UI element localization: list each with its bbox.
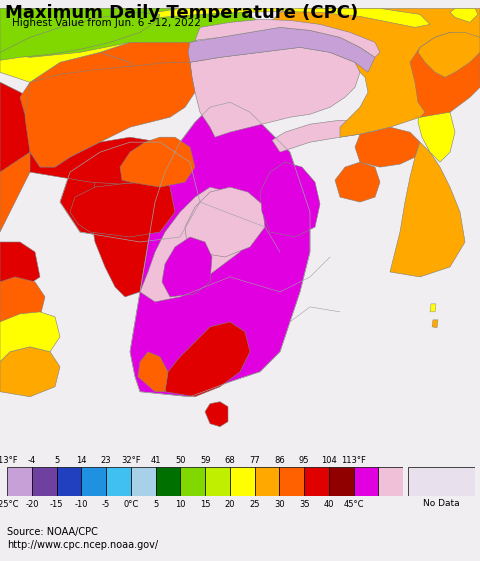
Bar: [180, 467, 205, 496]
Text: 14: 14: [76, 456, 87, 465]
Text: No Data: No Data: [423, 499, 460, 508]
Polygon shape: [100, 38, 210, 102]
Text: -25°C: -25°C: [0, 500, 19, 509]
Polygon shape: [0, 8, 260, 57]
Bar: [255, 467, 279, 496]
Polygon shape: [25, 62, 195, 167]
Bar: [57, 467, 82, 496]
Polygon shape: [410, 33, 480, 117]
Text: -4: -4: [28, 456, 36, 465]
Polygon shape: [260, 162, 320, 237]
Text: -10: -10: [75, 500, 88, 509]
Text: 68: 68: [225, 456, 235, 465]
Text: Highest Value from Jun. 6 - 12, 2022: Highest Value from Jun. 6 - 12, 2022: [12, 18, 201, 28]
Polygon shape: [418, 33, 480, 77]
Polygon shape: [355, 127, 420, 167]
Bar: [230, 467, 255, 496]
Polygon shape: [0, 277, 45, 327]
Polygon shape: [418, 92, 455, 162]
Polygon shape: [270, 8, 480, 137]
Bar: [304, 467, 329, 496]
Text: -20: -20: [25, 500, 39, 509]
Text: 35: 35: [299, 500, 310, 509]
Polygon shape: [432, 320, 438, 328]
Text: 30: 30: [274, 500, 285, 509]
Text: 25: 25: [250, 500, 260, 509]
Polygon shape: [90, 157, 160, 297]
Text: 95: 95: [299, 456, 310, 465]
Polygon shape: [0, 82, 40, 232]
Polygon shape: [20, 52, 140, 132]
Polygon shape: [0, 82, 40, 172]
Polygon shape: [120, 137, 195, 187]
Text: 5: 5: [153, 500, 158, 509]
Polygon shape: [450, 8, 478, 22]
Text: 5: 5: [54, 456, 60, 465]
Bar: [354, 467, 378, 496]
Polygon shape: [190, 47, 360, 137]
Polygon shape: [70, 172, 175, 237]
Polygon shape: [195, 20, 380, 57]
Bar: [7, 467, 32, 496]
Text: 23: 23: [101, 456, 111, 465]
Bar: [329, 467, 354, 496]
Polygon shape: [130, 102, 310, 397]
Polygon shape: [430, 304, 436, 312]
Text: 113°F: 113°F: [341, 456, 366, 465]
Text: 104: 104: [321, 456, 337, 465]
Bar: [106, 467, 131, 496]
Polygon shape: [0, 8, 250, 82]
Text: 40: 40: [324, 500, 334, 509]
Text: -13°F: -13°F: [0, 456, 19, 465]
Polygon shape: [140, 187, 250, 302]
Text: http://www.cpc.ncep.noaa.gov/: http://www.cpc.ncep.noaa.gov/: [7, 540, 158, 550]
Text: 32°F: 32°F: [121, 456, 141, 465]
Text: 59: 59: [200, 456, 210, 465]
Text: -5: -5: [102, 500, 110, 509]
Text: 77: 77: [249, 456, 260, 465]
Bar: [82, 467, 106, 496]
Polygon shape: [165, 322, 250, 397]
Bar: [131, 467, 156, 496]
Polygon shape: [0, 312, 60, 362]
Text: 50: 50: [175, 456, 186, 465]
Polygon shape: [0, 242, 40, 287]
Polygon shape: [162, 237, 212, 297]
Polygon shape: [60, 142, 200, 242]
Bar: [156, 467, 180, 496]
Text: 15: 15: [200, 500, 210, 509]
Polygon shape: [188, 27, 375, 72]
Text: 86: 86: [274, 456, 285, 465]
Text: -15: -15: [50, 500, 63, 509]
Polygon shape: [205, 402, 228, 427]
Text: 41: 41: [150, 456, 161, 465]
Text: 20: 20: [225, 500, 235, 509]
Polygon shape: [138, 352, 168, 392]
Bar: [378, 467, 403, 496]
Polygon shape: [390, 142, 465, 277]
Polygon shape: [272, 120, 370, 152]
Polygon shape: [0, 347, 60, 397]
Text: 10: 10: [175, 500, 186, 509]
Polygon shape: [0, 12, 160, 61]
Text: 45°C: 45°C: [344, 500, 364, 509]
Polygon shape: [335, 162, 380, 202]
Bar: [205, 467, 230, 496]
Text: Source: NOAA/CPC: Source: NOAA/CPC: [7, 527, 98, 537]
Text: Maximum Daily Temperature (CPC): Maximum Daily Temperature (CPC): [5, 4, 358, 22]
Polygon shape: [30, 137, 160, 184]
Polygon shape: [185, 187, 265, 257]
Bar: [32, 467, 57, 496]
Text: 0°C: 0°C: [123, 500, 139, 509]
Polygon shape: [155, 8, 430, 27]
Bar: [279, 467, 304, 496]
